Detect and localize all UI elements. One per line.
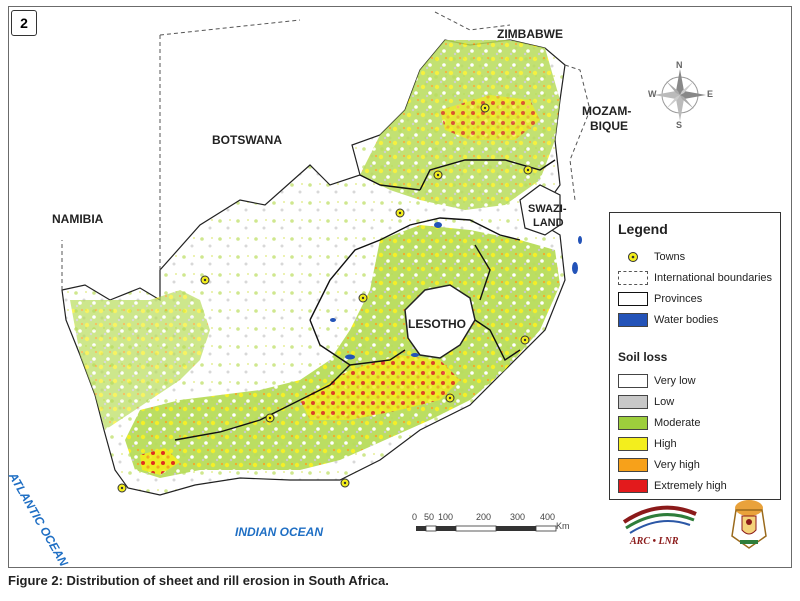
legend-label-low: Low <box>654 396 675 408</box>
soil-swatch-extremely-high <box>618 479 648 493</box>
international-boundaries <box>61 11 591 290</box>
legend-soil-very-high: Very high <box>618 457 700 473</box>
scale-tick-300: 300 <box>510 512 526 522</box>
legend-label-extremely-high: Extremely high <box>654 480 727 492</box>
legend-item-towns: Towns <box>618 249 685 265</box>
label-botswana: BOTSWANA <box>212 133 282 147</box>
legend-label-moderate: Moderate <box>654 417 701 429</box>
legend-item-provinces: Provinces <box>618 291 702 307</box>
arc-logo-graphic <box>622 505 697 534</box>
legend-soil-extremely-high: Extremely high <box>618 478 727 494</box>
soil-swatch-low <box>618 395 648 409</box>
legend-soil-moderate: Moderate <box>618 415 700 431</box>
legend-item-international: International boundaries <box>618 270 772 286</box>
province-swatch <box>618 292 648 306</box>
legend-soil-low: Low <box>618 394 674 410</box>
scale-bar: 0 50 100 200 300 400 Km <box>410 512 570 540</box>
legend-soil-high: High <box>618 436 677 452</box>
label-mozambique-2: BIQUE <box>590 119 629 133</box>
erosion-hotspot-ne <box>440 95 540 140</box>
erosion-hotspot-south <box>300 355 460 420</box>
legend-label-very-high: Very high <box>654 459 700 471</box>
arc-logo: ARC • LNR <box>620 500 700 550</box>
legend-label-high: High <box>654 438 677 450</box>
label-mozambique-1: MOZAM- <box>582 104 632 118</box>
arc-logo-text: ARC • LNR <box>630 536 679 547</box>
legend-title: Legend <box>618 221 668 237</box>
town-markers <box>117 103 533 493</box>
legend-soil-very-low: Very low <box>618 373 696 389</box>
swaziland-area <box>519 184 561 236</box>
soil-swatch-very-high <box>618 458 648 472</box>
soil-swatch-very-low <box>618 374 648 388</box>
legend-box: Legend Towns International boundaries Pr… <box>609 212 781 500</box>
label-namibia: NAMIBIA <box>52 212 104 226</box>
water-swatch <box>618 313 648 327</box>
label-swaziland-2: LAND <box>533 217 564 229</box>
legend-item-water: Water bodies <box>618 312 718 328</box>
province-boundaries <box>174 159 556 441</box>
compass-n: N <box>676 60 683 70</box>
scale-tick-400: 400 <box>540 512 556 522</box>
soil-swatch-moderate <box>618 416 648 430</box>
town-icon <box>628 252 638 262</box>
scale-bar-graphic <box>416 525 557 532</box>
legend-soil-title: Soil loss <box>618 350 668 364</box>
compass-rose-icon <box>654 69 706 121</box>
lesotho-area <box>404 284 476 359</box>
figure-number-badge: 2 <box>11 10 37 36</box>
legend-label-water: Water bodies <box>654 314 719 326</box>
figure-caption: Figure 2: Distribution of sheet and rill… <box>8 573 389 588</box>
scale-tick-0: 0 <box>412 512 418 522</box>
scale-tick-50: 50 <box>424 512 435 522</box>
erosion-hotspot-sw <box>140 448 180 475</box>
legend-label-towns: Towns <box>654 251 686 263</box>
scale-tick-100: 100 <box>438 512 454 522</box>
water-bodies <box>330 222 582 360</box>
scale-tick-200: 200 <box>476 512 492 522</box>
scale-unit: Km <box>556 521 570 531</box>
compass-e: E <box>707 89 714 99</box>
soil-swatch-high <box>618 437 648 451</box>
compass-w: W <box>648 89 657 99</box>
coat-of-arms-icon <box>728 496 770 552</box>
label-swaziland-1: SWAZI- <box>528 203 567 215</box>
erosion-zone-west <box>70 290 210 430</box>
compass-s: S <box>676 120 683 130</box>
legend-label-international: International boundaries <box>654 272 773 284</box>
label-lesotho: LESOTHO <box>408 317 467 331</box>
label-indian-ocean: INDIAN OCEAN <box>235 525 324 539</box>
label-zimbabwe: ZIMBABWE <box>497 27 563 41</box>
legend-label-provinces: Provinces <box>654 293 703 305</box>
legend-label-very-low: Very low <box>654 375 696 387</box>
international-boundary-swatch <box>618 271 648 285</box>
